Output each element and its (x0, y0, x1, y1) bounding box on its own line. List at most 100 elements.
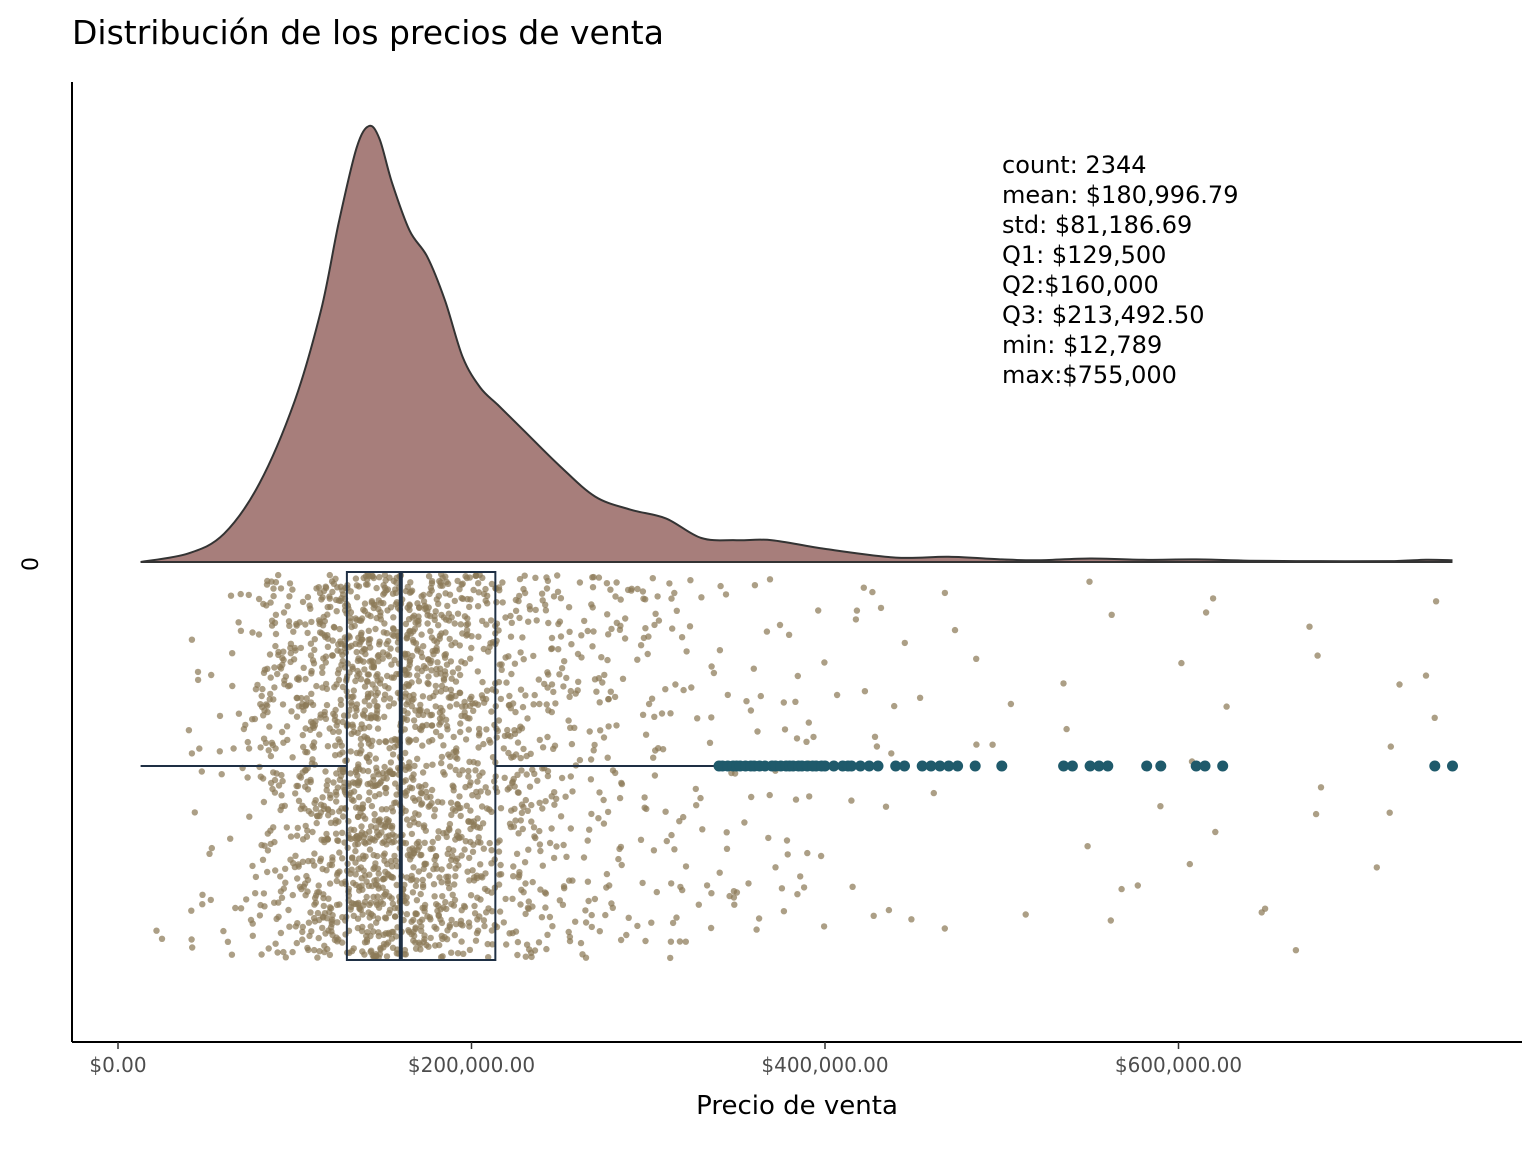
observation-point (320, 914, 327, 921)
observation-point (485, 954, 492, 961)
observation-point (888, 750, 895, 757)
observation-point (372, 755, 379, 762)
observation-point (439, 893, 446, 900)
density-area (140, 125, 1453, 562)
observation-point (432, 852, 440, 860)
observation-point (385, 653, 393, 660)
observation-point (277, 665, 285, 672)
observation-point (366, 723, 373, 731)
observation-point (424, 620, 431, 627)
observation-point (815, 607, 822, 614)
observation-point (488, 580, 496, 588)
observation-point (507, 823, 515, 831)
observation-point (421, 901, 429, 909)
observation-point (722, 591, 730, 598)
observation-point (497, 695, 505, 703)
outlier-point (828, 760, 840, 772)
observation-point (383, 784, 390, 792)
observation-point (264, 702, 271, 709)
observation-point (423, 762, 430, 770)
observation-point (668, 831, 675, 839)
observation-point (295, 674, 302, 681)
observation-point (672, 681, 679, 688)
observation-point (438, 919, 446, 927)
observation-point (432, 942, 439, 949)
observation-point (554, 588, 562, 595)
observation-point (501, 774, 508, 781)
observation-point (607, 688, 614, 695)
observation-point (731, 770, 739, 777)
observation-point (538, 590, 546, 597)
observation-point (560, 841, 567, 849)
observation-point (377, 676, 384, 683)
observation-point (388, 737, 395, 744)
outlier-point (863, 760, 875, 772)
observation-point (495, 717, 503, 724)
observation-point (369, 572, 376, 580)
observation-point (336, 808, 343, 815)
observation-point (425, 943, 432, 950)
observation-point (528, 953, 535, 961)
observation-point (600, 820, 608, 827)
observation-point (708, 890, 715, 897)
observation-point (265, 747, 272, 754)
observation-point (413, 897, 421, 904)
density-layer (140, 124, 1453, 563)
observation-point (360, 855, 367, 862)
observation-point (254, 681, 261, 689)
observation-point (450, 733, 457, 741)
observation-point (461, 698, 468, 706)
observation-point (354, 915, 362, 922)
observation-point (373, 703, 380, 710)
observation-point (1223, 703, 1230, 710)
observation-point (461, 709, 468, 716)
observation-point (310, 744, 317, 751)
observation-point (506, 930, 513, 937)
observation-point (418, 784, 425, 791)
observation-point (383, 775, 390, 782)
observation-point (385, 685, 392, 692)
observation-point (651, 713, 658, 720)
observation-point (235, 619, 242, 626)
observation-point (483, 726, 490, 733)
observation-point (389, 590, 397, 597)
outlier-points-layer (713, 760, 1458, 772)
observation-point (596, 789, 603, 796)
observation-point (275, 571, 282, 579)
observation-point (1312, 810, 1320, 818)
observation-point (401, 650, 408, 657)
observation-point (486, 736, 493, 744)
observation-point (366, 871, 373, 878)
observation-point (335, 818, 342, 825)
observation-point (339, 813, 347, 820)
observation-point (432, 703, 439, 710)
observation-point (412, 945, 420, 952)
observation-point (766, 791, 773, 799)
observation-point (693, 802, 700, 809)
observation-point (375, 885, 382, 892)
observation-point (311, 850, 318, 857)
observation-point (251, 715, 259, 723)
observation-point (425, 738, 433, 745)
observation-point (645, 633, 652, 640)
observation-point (532, 574, 539, 581)
observation-point (588, 911, 595, 919)
observation-point (860, 584, 867, 591)
observation-point (368, 802, 376, 810)
observation-point (781, 726, 789, 733)
observation-point (373, 584, 380, 592)
observation-point (469, 848, 477, 855)
observation-point (272, 642, 279, 650)
observation-point (716, 647, 724, 654)
observation-point (332, 788, 340, 796)
observation-point (472, 767, 479, 774)
outlier-point (1199, 760, 1211, 772)
observation-point (708, 663, 715, 670)
observation-point (1212, 828, 1219, 836)
observation-point (504, 732, 512, 739)
observation-point (329, 588, 336, 596)
observation-point (699, 826, 706, 833)
observation-point (498, 661, 505, 668)
observation-point (352, 712, 359, 720)
observation-point (516, 575, 524, 583)
